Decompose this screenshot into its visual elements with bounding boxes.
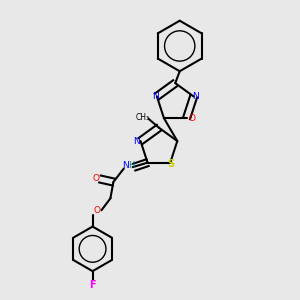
Text: O: O (188, 114, 196, 123)
Text: N: N (152, 92, 159, 101)
Text: H: H (128, 161, 134, 170)
Text: N: N (122, 161, 129, 170)
Text: CH₃: CH₃ (136, 113, 150, 122)
Text: S: S (167, 159, 174, 169)
Text: O: O (93, 174, 100, 183)
Text: F: F (89, 280, 96, 290)
Text: N: N (134, 136, 140, 146)
Text: O: O (94, 206, 100, 215)
Text: N: N (192, 92, 199, 101)
